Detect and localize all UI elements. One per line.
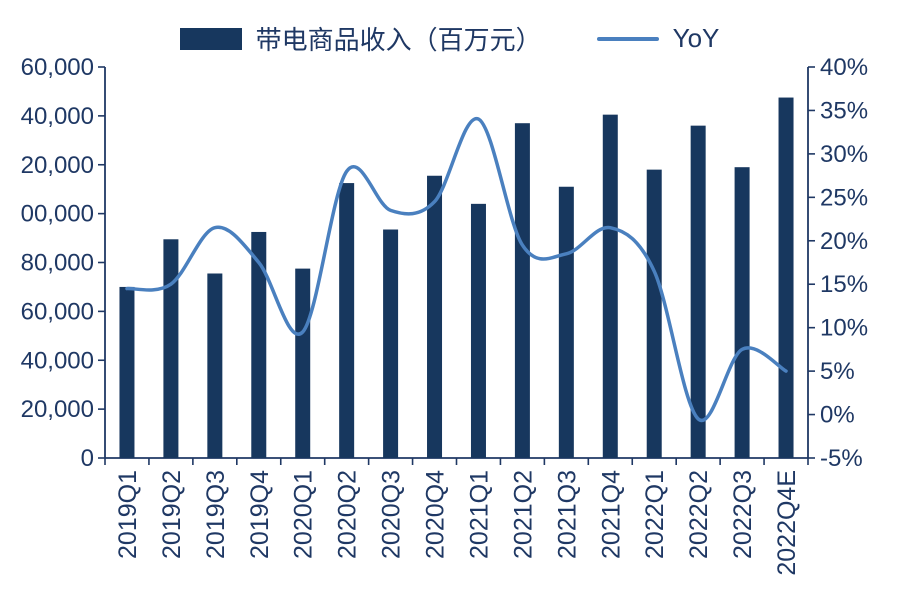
- bar: [207, 273, 223, 458]
- bar: [339, 183, 355, 458]
- svg-text:0: 0: [81, 445, 94, 472]
- svg-text:20,000: 20,000: [21, 152, 94, 179]
- svg-text:20,000: 20,000: [21, 396, 94, 423]
- x-axis-label: 2019Q3: [202, 470, 230, 559]
- bar: [514, 123, 530, 459]
- svg-text:35%: 35%: [820, 97, 868, 124]
- svg-text:80,000: 80,000: [21, 250, 94, 277]
- x-axis-label: 2019Q4: [246, 470, 274, 559]
- svg-text:0%: 0%: [820, 402, 855, 429]
- bar: [734, 167, 750, 458]
- x-axis-label: 2020Q2: [334, 470, 362, 559]
- legend-label-revenue: 带电商品收入（百万元）: [255, 25, 542, 55]
- x-axis-labels: 2019Q1 2019Q2 2019Q3 2019Q4 2020Q1 2020Q2 2020…: [114, 470, 801, 576]
- legend-label-yoy: YoY: [672, 23, 720, 53]
- svg-text:60,000: 60,000: [21, 298, 94, 325]
- svg-text:40,000: 40,000: [21, 347, 94, 374]
- svg-text:00,000: 00,000: [21, 201, 94, 228]
- bar: [163, 239, 179, 458]
- legend: 带电商品收入（百万元） YoY: [0, 20, 899, 57]
- bar: [383, 229, 399, 458]
- svg-text:20%: 20%: [820, 228, 868, 255]
- x-axis-ticks: [104, 458, 809, 465]
- legend-item-yoy: YoY: [596, 23, 720, 54]
- svg-text:40,000: 40,000: [21, 103, 94, 130]
- bar: [119, 286, 135, 458]
- x-axis-label: 2019Q1: [114, 470, 142, 559]
- svg-text:-5%: -5%: [820, 445, 863, 472]
- x-axis-label: 2020Q3: [378, 470, 406, 559]
- left-axis-ticks: 0 20,000 40,000 60,000 80,000 00,000 20,000 40,…: [21, 54, 105, 472]
- x-axis-label: 2022Q3: [729, 470, 757, 559]
- x-axis-label: 2019Q2: [158, 470, 186, 559]
- svg-text:5%: 5%: [820, 358, 855, 385]
- bar: [690, 125, 706, 459]
- right-axis-ticks: -5% 0% 5% 10% 15% 20% 25% 30% 35% 40%: [808, 54, 868, 472]
- svg-text:15%: 15%: [820, 271, 868, 298]
- x-axis-label: 2020Q1: [290, 470, 318, 559]
- x-axis-label: 2020Q4: [422, 470, 450, 559]
- line-series-swatch: [596, 36, 659, 41]
- bar: [295, 268, 311, 458]
- legend-item-revenue: 带电商品收入（百万元）: [179, 20, 542, 57]
- svg-text:25%: 25%: [820, 184, 868, 211]
- x-axis-label: 2021Q4: [597, 470, 625, 559]
- x-axis-label: 2021Q3: [553, 470, 581, 559]
- bar: [251, 231, 267, 458]
- yoy-line: [125, 117, 788, 423]
- x-axis-label: 2021Q2: [509, 470, 537, 559]
- x-axis-label: 2022Q1: [641, 470, 669, 559]
- svg-text:30%: 30%: [820, 141, 868, 168]
- x-axis-label: 2021Q1: [465, 470, 493, 559]
- svg-text:40%: 40%: [820, 54, 868, 81]
- bar: [602, 114, 618, 458]
- bar: [646, 169, 662, 458]
- x-axis-label: 2022Q4E: [773, 470, 801, 576]
- svg-text:60,000: 60,000: [21, 54, 94, 81]
- bar: [558, 186, 574, 458]
- x-axis-label: 2022Q2: [685, 470, 713, 559]
- bar: [427, 175, 443, 458]
- bar: [470, 203, 486, 458]
- bar-series-swatch: [179, 27, 242, 50]
- bar: [778, 97, 794, 458]
- svg-text:10%: 10%: [820, 315, 868, 342]
